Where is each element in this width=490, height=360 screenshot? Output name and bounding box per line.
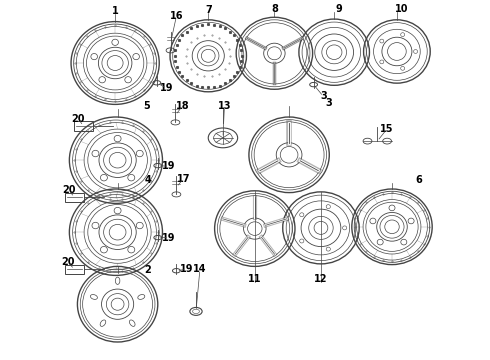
Text: 12: 12 — [314, 274, 328, 284]
Text: 2: 2 — [145, 265, 151, 275]
Text: 8: 8 — [271, 4, 278, 14]
Text: 20: 20 — [62, 185, 75, 195]
Text: 9: 9 — [336, 4, 343, 14]
Text: 4: 4 — [145, 175, 151, 185]
Text: 15: 15 — [380, 124, 394, 134]
Text: 16: 16 — [170, 11, 183, 21]
Text: 19: 19 — [160, 83, 173, 93]
Text: 1: 1 — [112, 6, 119, 16]
Text: 5: 5 — [144, 101, 150, 111]
Text: 11: 11 — [248, 274, 262, 284]
Text: 13: 13 — [218, 101, 231, 111]
Text: 3: 3 — [325, 98, 332, 108]
Text: 17: 17 — [176, 174, 190, 184]
Text: 6: 6 — [416, 175, 422, 185]
Text: 19: 19 — [179, 264, 193, 274]
Text: 19: 19 — [162, 161, 176, 171]
Text: 3: 3 — [320, 91, 327, 102]
Text: 20: 20 — [72, 114, 85, 124]
Text: 20: 20 — [61, 257, 74, 267]
Text: 14: 14 — [193, 264, 207, 274]
Text: 7: 7 — [205, 5, 212, 15]
Text: 10: 10 — [395, 4, 409, 14]
Text: 18: 18 — [175, 101, 189, 111]
Text: 19: 19 — [162, 233, 176, 243]
